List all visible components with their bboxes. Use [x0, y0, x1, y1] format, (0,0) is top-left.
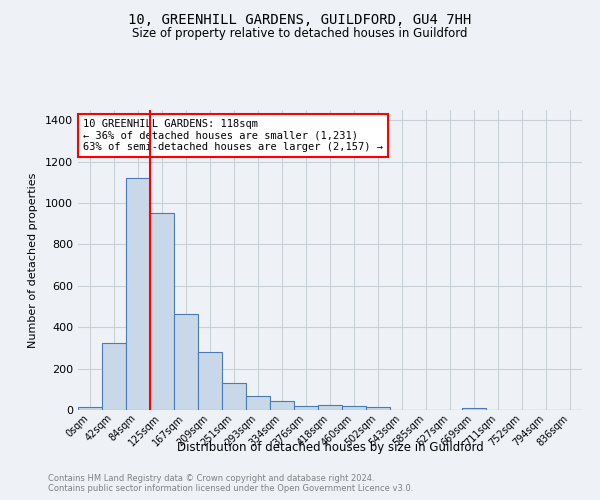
Bar	[78, 407, 102, 410]
Bar	[222, 383, 246, 410]
Bar	[246, 396, 270, 410]
Bar	[318, 406, 342, 410]
Text: Contains public sector information licensed under the Open Government Licence v3: Contains public sector information licen…	[48, 484, 413, 493]
Bar	[198, 352, 222, 410]
Bar	[174, 314, 198, 410]
Bar	[270, 400, 294, 410]
Text: 10, GREENHILL GARDENS, GUILDFORD, GU4 7HH: 10, GREENHILL GARDENS, GUILDFORD, GU4 7H…	[128, 12, 472, 26]
Text: Distribution of detached houses by size in Guildford: Distribution of detached houses by size …	[176, 441, 484, 454]
Bar	[342, 406, 366, 410]
Bar	[126, 178, 150, 410]
Bar	[294, 406, 318, 410]
Y-axis label: Number of detached properties: Number of detached properties	[28, 172, 38, 348]
Bar	[366, 407, 390, 410]
Bar	[150, 214, 174, 410]
Text: 10 GREENHILL GARDENS: 118sqm
← 36% of detached houses are smaller (1,231)
63% of: 10 GREENHILL GARDENS: 118sqm ← 36% of de…	[83, 119, 383, 152]
Text: Size of property relative to detached houses in Guildford: Size of property relative to detached ho…	[132, 28, 468, 40]
Text: Contains HM Land Registry data © Crown copyright and database right 2024.: Contains HM Land Registry data © Crown c…	[48, 474, 374, 483]
Bar	[462, 408, 486, 410]
Bar	[102, 343, 126, 410]
